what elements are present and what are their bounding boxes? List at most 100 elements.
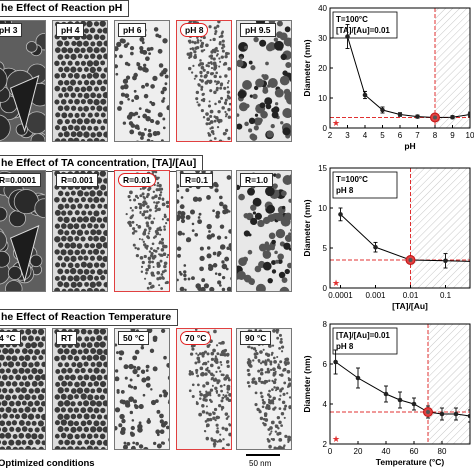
section-title-ta: he Effect of TA concentration, [TA]/[Au] [0, 155, 204, 172]
tem-image [0, 21, 45, 141]
plot-frame [329, 323, 471, 445]
section-title-ph: he Effect of Reaction pH [0, 0, 130, 17]
tem-panel-label: R=1.0 [240, 173, 273, 187]
x-axis-label: pH [404, 141, 415, 151]
condition-annotation: [TA]/[Au]=0.01 pH 8 [332, 327, 398, 355]
x-tick-label: 2 [328, 131, 333, 140]
tem-panel-label: R=0.0001 [0, 173, 42, 187]
y-tick-label: 8 [323, 320, 328, 329]
annotation-line: T=100°C [336, 175, 368, 184]
x-tick-label: 8 [433, 131, 438, 140]
tem-image [237, 21, 291, 141]
data-point [355, 375, 361, 381]
tem-image [237, 171, 291, 291]
scale-bar-label: 50 nm [249, 459, 272, 468]
data-point [362, 92, 368, 98]
plot-ph: 2 3 4 5 6 7 8 9 10 0 10 20 30 40 pH Diameter (nm) T=100°… [296, 2, 474, 152]
y-tick-label: 4 [323, 400, 328, 409]
x-tick-label: 7 [415, 131, 420, 140]
annotation-line: [TA]/[Au]=0.01 [336, 26, 390, 35]
optimum-marker-core [433, 115, 437, 120]
plot-ta: 0.0001 0.001 0.01 0.1 0 5 10 15 [TA]/[Au] Diamete… [296, 162, 474, 312]
star-icon: ★ [332, 279, 340, 289]
tem-image [53, 171, 107, 291]
y-tick-label: 10 [318, 204, 327, 213]
y-tick-label: 5 [323, 244, 328, 253]
scale-bar: 50 nm [244, 452, 284, 472]
data-point [467, 413, 470, 419]
condition-annotation: T=100°C pH 8 [332, 171, 398, 199]
tem-image [115, 171, 169, 291]
x-tick-label: 5 [380, 131, 385, 140]
tem-panel: 50 °C [114, 328, 170, 450]
y-axis-label: Diameter (nm) [302, 39, 312, 96]
tem-image [0, 171, 45, 291]
x-tick-label: 60 [410, 447, 419, 456]
y-tick-label: 30 [318, 34, 327, 43]
tem-image [53, 21, 107, 141]
tem-panel-label: 90 °C [240, 331, 272, 345]
tem-panel-label: pH 6 [118, 23, 147, 37]
x-tick-label: 0 [328, 447, 333, 456]
y-tick-label: 10 [318, 94, 327, 103]
tem-image [177, 171, 231, 291]
tem-panel-label: pH 3 [0, 23, 23, 37]
tem-panel-label: 4 °C [0, 331, 21, 345]
tem-panel: 90 °C [236, 328, 292, 450]
annotation-line: T=100°C [336, 15, 368, 24]
x-tick-label: 20 [354, 447, 363, 456]
tem-panel-label: pH 4 [56, 23, 85, 37]
x-tick-label: 0.001 [365, 291, 386, 300]
tem-panel: pH 3 [0, 20, 46, 142]
tem-panel: R=0.01 [114, 170, 170, 292]
data-point [439, 411, 445, 417]
data-point [338, 212, 343, 217]
tem-panel: 4 °C [0, 328, 46, 450]
tem-panel-label: R=0.001 [56, 173, 99, 187]
plot-temperature: 0 20 40 60 80 2 4 6 8 Temperature (°C) Diameter (n… [296, 318, 474, 468]
tem-panel: pH 4 [52, 20, 108, 142]
data-point [373, 244, 378, 250]
x-axis-label: [TA]/[Au] [392, 301, 428, 311]
data-point [411, 401, 417, 407]
tem-panel: R=0.1 [176, 170, 232, 292]
tem-panel: pH 6 [114, 20, 170, 142]
series-line [347, 36, 470, 119]
tem-panel: pH 9.5 [236, 20, 292, 142]
data-point [345, 34, 350, 39]
annotation-line: pH 8 [336, 186, 354, 195]
optimum-marker-core [426, 410, 430, 414]
tem-panel-label: 70 °C [180, 331, 212, 345]
condition-annotation: T=100°C [TA]/[Au]=0.01 [332, 11, 398, 39]
optimized-conditions-label: Optimized conditions [0, 458, 95, 469]
annotation-line: [TA]/[Au]=0.01 [336, 331, 390, 340]
tem-image [0, 329, 45, 449]
data-point [380, 107, 385, 113]
data-point [397, 112, 403, 117]
x-tick-label: 10 [466, 131, 474, 140]
tem-panel: R=1.0 [236, 170, 292, 292]
tem-image [177, 329, 231, 449]
annotation-line: pH 8 [336, 342, 354, 351]
tem-image [115, 329, 169, 449]
data-point [397, 397, 403, 403]
y-tick-label: 2 [323, 440, 328, 449]
x-tick-label: 80 [438, 447, 447, 456]
tem-image [177, 21, 231, 141]
tem-panel: 70 °C [176, 328, 232, 450]
y-tick-label: 6 [323, 360, 328, 369]
y-axis-label: Diameter (nm) [302, 355, 312, 412]
y-tick-label: 0 [323, 124, 328, 133]
x-tick-label: 0.1 [440, 291, 452, 300]
star-icon: ★ [332, 119, 340, 129]
hatched-region [428, 324, 470, 444]
tem-image [115, 21, 169, 141]
star-icon: ★ [332, 435, 340, 445]
x-tick-label: 3 [345, 131, 350, 140]
y-tick-label: 15 [318, 164, 327, 173]
x-tick-label: 0.01 [403, 291, 419, 300]
hatched-region [410, 168, 470, 288]
chart-svg: 2 3 4 5 6 7 8 9 10 0 10 20 30 40 pH Diameter (nm) T=100°… [302, 4, 474, 151]
tem-panel-label: pH 9.5 [240, 23, 276, 37]
x-axis-label: Temperature (°C) [376, 457, 445, 467]
